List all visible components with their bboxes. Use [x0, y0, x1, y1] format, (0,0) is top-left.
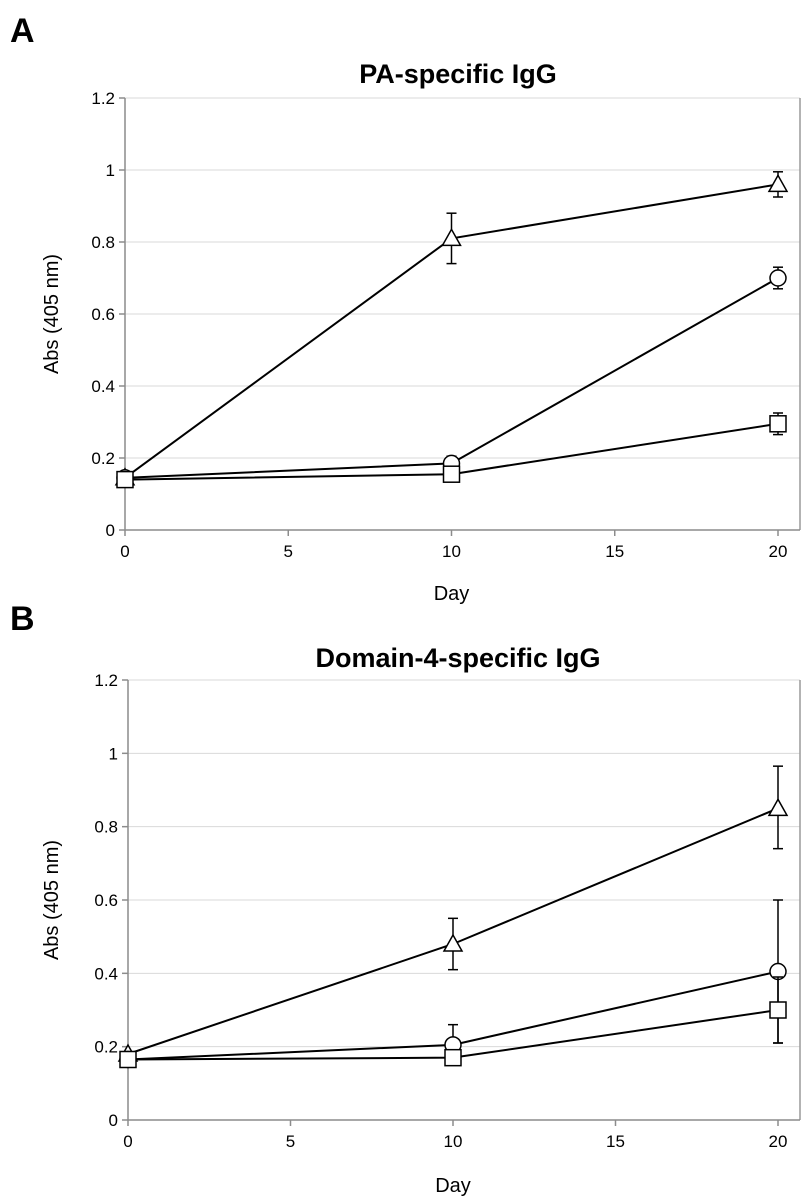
- y-tick-label: 0.6: [91, 305, 115, 324]
- panel-letter: A: [10, 12, 35, 50]
- series-line: [124, 277, 779, 479]
- x-tick-label: 15: [606, 1132, 625, 1151]
- y-tick-label: 0.4: [91, 377, 115, 396]
- y-tick-label: 0.8: [91, 233, 115, 252]
- x-axis-label: Day: [435, 1175, 471, 1197]
- x-tick-label: 10: [444, 1132, 463, 1151]
- y-axis-label: Abs (405 nm): [41, 254, 63, 374]
- y-tick-label: 0: [106, 521, 115, 540]
- series-triangle: [117, 765, 789, 1062]
- data-point-square: [119, 1050, 137, 1069]
- y-tick-label: 0.2: [94, 1038, 118, 1057]
- chart-title: Domain-4-specific IgG: [315, 643, 600, 673]
- x-tick-label: 20: [769, 542, 788, 561]
- data-point-square: [769, 1001, 787, 1019]
- x-tick-label: 0: [123, 1132, 132, 1151]
- data-point-square: [442, 465, 461, 483]
- chart-panel-b: B Domain-4-specific IgG 0 0.2 0.4 0.6 0.8 1 1.2 0…: [10, 600, 801, 1197]
- panel-letter: B: [10, 600, 35, 638]
- y-tick-label: 0.2: [91, 449, 115, 468]
- x-tick-label: 5: [284, 542, 293, 561]
- data-point-square: [769, 415, 787, 433]
- y-tick-label: 0.6: [94, 891, 118, 910]
- x-tick-label: 5: [286, 1132, 295, 1151]
- data-point-triangle: [442, 933, 464, 952]
- x-tick-label: 20: [769, 1132, 788, 1151]
- data-point-circle: [769, 269, 787, 287]
- data-point-triangle: [767, 173, 789, 193]
- y-axis-label: Abs (405 nm): [41, 840, 63, 960]
- x-tick-label: 0: [120, 542, 129, 561]
- y-tick-label: 1: [106, 161, 115, 180]
- series-square: [119, 976, 787, 1069]
- chart-panel-a: A PA-specific IgG 0 0.2 0.4 0.6 0.8 1 1.2 0 5 10 15 2…: [10, 12, 801, 605]
- x-tick-label: 10: [442, 542, 461, 561]
- series-circle: [116, 266, 787, 487]
- x-axis-label: Day: [434, 583, 470, 605]
- data-point-square: [444, 1048, 462, 1067]
- y-tick-label: 1: [109, 744, 118, 763]
- data-point-triangle: [767, 797, 789, 817]
- y-tick-label: 1.2: [94, 671, 118, 690]
- y-tick-label: 1.2: [91, 89, 115, 108]
- series-square: [116, 412, 787, 489]
- data-point-triangle: [441, 227, 462, 247]
- y-tick-label: 0.4: [94, 964, 118, 983]
- y-tick-label: 0: [109, 1111, 118, 1130]
- chart-title: PA-specific IgG: [359, 59, 557, 89]
- y-tick-label: 0.8: [94, 818, 118, 837]
- data-point-square: [116, 470, 134, 489]
- x-tick-label: 15: [605, 542, 624, 561]
